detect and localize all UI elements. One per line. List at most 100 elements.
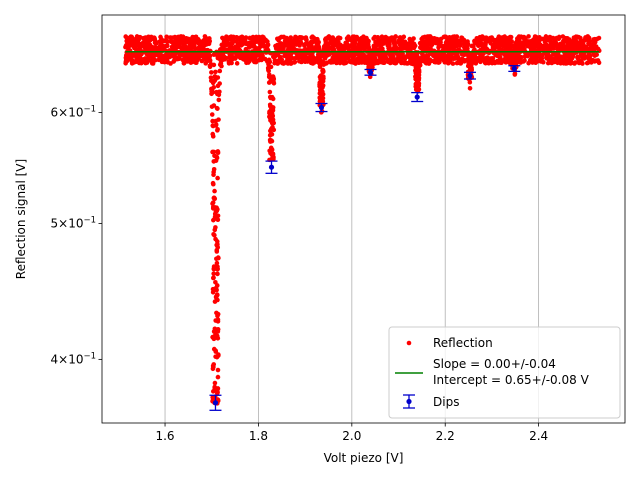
reflection-point [318,60,324,65]
reflection-point [275,36,280,42]
reflection-point [590,46,596,51]
reflection-point [424,56,429,62]
reflection-point [432,53,437,59]
reflection-point [385,59,391,64]
reflection-point [496,60,502,65]
reflection-point [123,59,129,64]
reflection-point [319,85,324,90]
reflection-point [549,56,555,61]
reflection-point [526,34,531,39]
dip-point [212,400,219,406]
reflection-point [346,43,352,48]
reflection-point [496,45,502,51]
reflection-point [485,47,490,52]
reflection-point [217,68,223,74]
dip-point [511,65,517,72]
dip-point [414,94,420,100]
reflection-point [488,40,494,46]
reflection-point [487,37,492,42]
reflection-point [586,56,591,61]
reflection-point [409,61,414,66]
reflection-point [534,35,540,41]
reflection-point [350,59,356,65]
reflection-point [330,55,336,60]
reflection-point [303,41,309,46]
reflection-point [213,225,218,230]
reflection-point [424,53,429,59]
legend-dips-label: Dips [433,395,459,409]
reflection-point [491,37,497,43]
reflection-point [306,43,312,49]
reflection-point [547,48,553,54]
reflection-point [442,53,448,59]
reflection-point [126,44,132,49]
reflection-point [375,59,381,65]
reflection-point [413,50,419,55]
reflection-point [211,103,217,108]
reflection-point [222,57,227,62]
x-tick-label: 2.2 [436,429,455,443]
reflection-point [265,39,270,44]
dip-point [367,69,374,75]
reflection-point [318,92,324,97]
reflection-point [413,84,418,89]
reflection-point [211,149,216,155]
reflection-point [420,39,425,45]
reflection-point [422,34,428,40]
reflection-point [531,53,536,58]
reflection-point [158,42,163,48]
reflection-point [369,58,375,64]
reflection-point [429,41,435,46]
reflection-point [311,55,316,61]
reflection-point [495,36,501,41]
reflection-point [293,55,298,61]
reflection-point [375,34,381,40]
reflection-point [227,45,233,50]
reflection-point [591,37,596,43]
reflection-point [534,53,540,59]
reflection-point [207,53,213,59]
reflection-point [522,58,527,63]
reflection-point [467,86,473,91]
reflection-point [497,55,503,60]
reflection-point [475,43,481,48]
reflection-point [319,97,325,103]
reflection-point [443,40,449,46]
legend-dips-point [406,398,412,405]
reflection-point [479,57,485,63]
reflection-point [132,40,138,45]
reflection-point [462,45,468,51]
reflection-point [154,45,160,51]
reflection-point [213,118,218,124]
reflection-point [187,48,193,54]
reflection-point [391,46,397,52]
reflection-point [210,180,216,186]
reflection-point [317,64,323,70]
reflection-point [167,35,173,40]
reflection-point [270,124,275,130]
reflection-point [292,42,298,47]
reflection-point [350,34,356,39]
reflection-point [500,58,506,63]
reflection-point [211,85,217,90]
reflection-point [559,59,565,65]
reflection-point [361,34,366,39]
reflection-point [345,51,351,57]
reflection-point [511,59,517,65]
reflection-point [213,209,219,215]
reflection-point [531,45,536,51]
reflection-point [561,56,566,62]
reflection-point [406,54,412,60]
reflection-point [211,231,216,237]
reflection-point [361,57,366,62]
reflection-point [453,40,459,45]
reflection-point [557,42,562,48]
reflection-point [253,52,259,58]
reflection-point [323,42,328,47]
legend-fit-label-intercept: Intercept = 0.65+/-0.08 V [433,373,590,387]
reflection-point [451,47,457,53]
reflection-point [267,74,273,80]
reflection-point [138,57,143,62]
reflection-point [168,39,174,44]
